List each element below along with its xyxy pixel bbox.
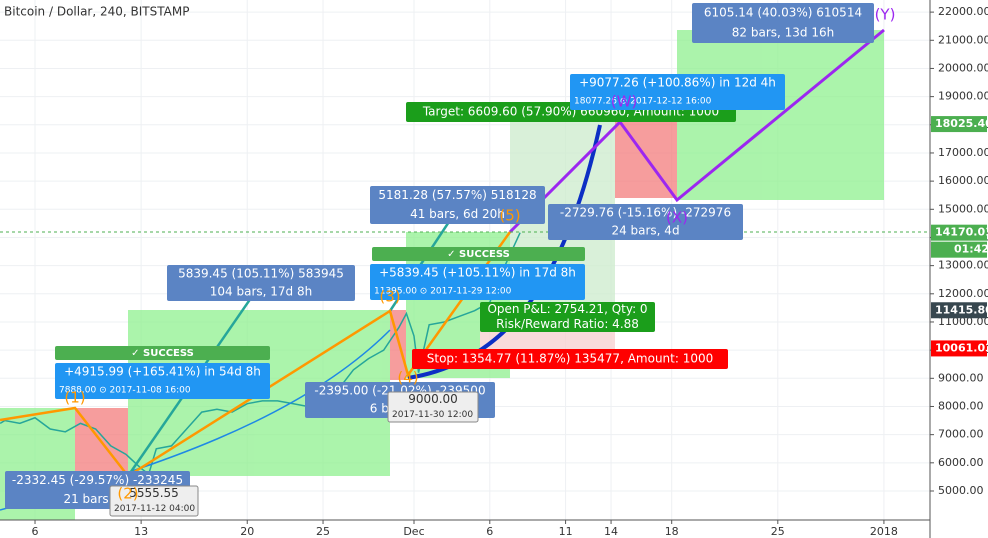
annotation-text: 7888.00 ⊙ 2017-11-08 16:00 — [59, 386, 191, 396]
y-tick-label: 19000.00 — [938, 90, 988, 103]
annotation-text: ✓ SUCCESS — [131, 348, 194, 359]
price-label: 10061.03 — [935, 341, 988, 354]
y-tick-label: 15000.00 — [938, 202, 988, 215]
wave-line — [508, 28, 885, 234]
annotation-text: 2017-11-12 04:00 — [114, 504, 195, 514]
annotation-box — [370, 186, 545, 224]
countdown-bg — [931, 241, 987, 258]
wave-label: (4) — [397, 369, 418, 387]
series — [0, 232, 521, 476]
annotation-text: 6105.14 (40.03%) 610514 — [704, 6, 862, 20]
annotation-box — [480, 302, 655, 332]
annotation-text: 82 bars, 13d 16h — [732, 26, 834, 40]
x-tick-label: 2018 — [870, 525, 898, 538]
wave-label: (3) — [379, 288, 400, 306]
y-tick-label: 13000.00 — [938, 259, 988, 272]
annotation-text: 5181.28 (57.57%) 518128 — [378, 188, 536, 202]
annotation-box — [55, 346, 270, 360]
chart-title: Bitcoin / Dollar, 240, BITSTAMP — [4, 5, 189, 19]
annotations: ✓ SUCCESS +4915.99 (+165.41%) in 54d 8h 78… — [5, 3, 896, 517]
annotation-box — [570, 74, 785, 110]
annotation-box — [55, 363, 270, 399]
x-tick-label: 25 — [771, 525, 785, 538]
annotation-text: 24 bars, 4d — [611, 224, 679, 238]
wave-label: (2) — [117, 485, 138, 503]
annotation-text: Risk/Reward Ratio: 4.88 — [496, 317, 639, 331]
annotation-box — [167, 265, 355, 301]
y-tick-label: 7000.00 — [938, 428, 984, 441]
y-tick-label: 5000.00 — [938, 484, 984, 497]
x-tick-label: 13 — [134, 525, 148, 538]
stop-zone — [480, 330, 615, 350]
wave-label: (Y) — [875, 6, 896, 24]
y-tick-label: 21000.00 — [938, 33, 988, 46]
annotation-box — [372, 247, 585, 261]
annotation-box — [387, 391, 479, 423]
annotation-box — [692, 3, 874, 43]
y-tick-label: 8000.00 — [938, 399, 984, 412]
annotation-text: 18077.26 ⊙ 2017-12-12 16:00 — [574, 97, 712, 107]
x-tick-label: 25 — [316, 525, 330, 538]
wave-label: (1) — [64, 389, 85, 407]
price-line — [0, 232, 521, 476]
price-label-bg — [931, 340, 987, 357]
annotation-text: 5839.45 (105.11%) 583945 — [178, 267, 344, 281]
annotation-text: Open P&L: 2754.21, Qty: 0 — [487, 302, 647, 316]
price-label: 14170.01 — [935, 226, 988, 239]
x-tick-label: 18 — [665, 525, 679, 538]
price-label-bg — [931, 302, 987, 319]
annotation-text: 41 bars, 6d 20h — [410, 207, 505, 221]
price-label-bg — [931, 224, 987, 241]
x-tick-label: 20 — [240, 525, 254, 538]
annotation-box — [109, 485, 199, 517]
annotation-text: 9000.00 — [408, 392, 458, 406]
annotation-text: +5839.45 (+105.11%) in 17d 8h — [379, 266, 576, 280]
annotation-text: +4915.99 (+165.41%) in 54d 8h — [64, 365, 261, 379]
y-tick-label: 6000.00 — [938, 456, 984, 469]
annotation-text: Stop: 1354.77 (11.87%) 135477, Amount: 1… — [427, 352, 714, 366]
annotation-text: -2729.76 (-15.16%) -272976 — [560, 206, 731, 220]
annotation-box — [412, 349, 728, 369]
price-label-bg — [931, 116, 987, 133]
y-tick-label: 17000.00 — [938, 146, 988, 159]
wave-label: (5) — [499, 207, 520, 225]
annotation-box — [548, 204, 743, 240]
annotation-text: 104 bars, 17d 8h — [210, 285, 312, 299]
wave-label: (W) — [611, 93, 638, 111]
x-tick-label: 6 — [32, 525, 39, 538]
y-tick-label: 20000.00 — [938, 61, 988, 74]
annotation-text: 2017-11-30 12:00 — [392, 410, 473, 420]
x-tick-label: 14 — [604, 525, 618, 538]
annotation-text: -2332.45 (-29.57%) -233245 — [12, 473, 183, 487]
x-tick-label: 11 — [559, 525, 573, 538]
annotation-text: +9077.26 (+100.86%) in 12d 4h — [579, 76, 776, 90]
y-tick-label: 12000.00 — [938, 287, 988, 300]
y-tick-label: 22000.00 — [938, 5, 988, 18]
price-label: 11415.80 — [935, 303, 988, 316]
wave-label: (X) — [666, 209, 688, 227]
price-label: 18025.40 — [935, 117, 988, 130]
annotation-box — [370, 264, 585, 300]
annotation-text: ✓ SUCCESS — [447, 249, 510, 260]
x-tick-label: 6 — [486, 525, 493, 538]
y-tick-label: 16000.00 — [938, 174, 988, 187]
annotation-text: 5555.55 — [129, 486, 179, 500]
annotation-text: 11395.00 ⊙ 2017-11-29 12:00 — [374, 287, 512, 297]
x-tick-label: Dec — [403, 525, 424, 538]
countdown: 01:42 — [954, 243, 988, 256]
y-tick-label: 9000.00 — [938, 371, 984, 384]
